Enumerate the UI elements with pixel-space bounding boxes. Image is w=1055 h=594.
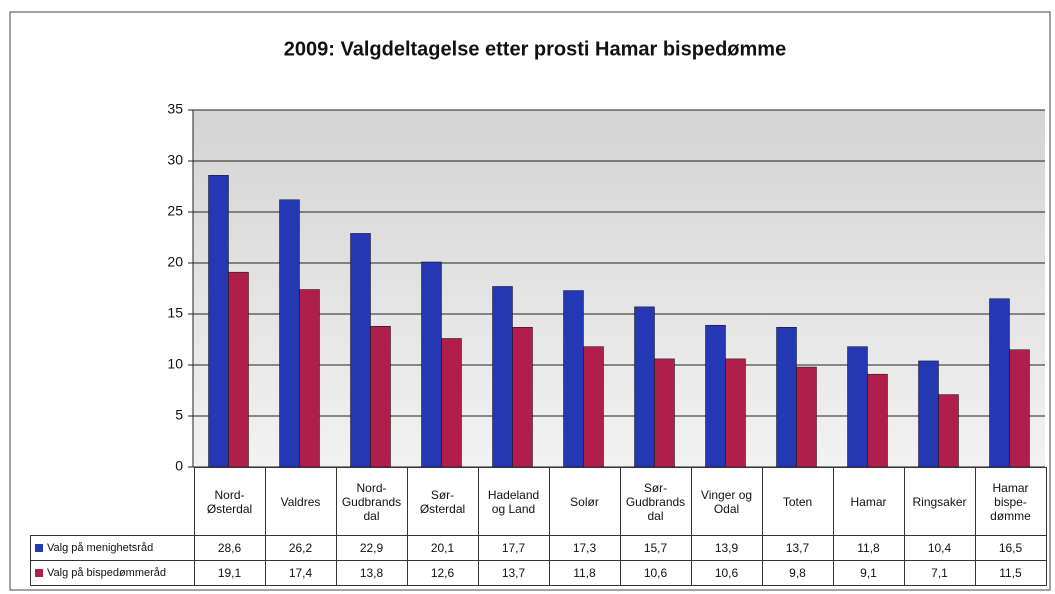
table-value: 17,4 xyxy=(264,560,337,586)
bar xyxy=(512,327,533,468)
y-tick-label: 25 xyxy=(167,203,183,219)
x-tick-label: Hadeland og Land xyxy=(477,467,550,536)
x-tick-label: Toten xyxy=(761,467,834,536)
table-value: 16,5 xyxy=(974,535,1047,561)
bar xyxy=(583,346,604,468)
bar xyxy=(634,306,655,468)
x-tick-label: Hamar bispe- dømme xyxy=(974,467,1047,536)
bar xyxy=(796,366,817,468)
bar xyxy=(370,325,391,468)
table-value: 20,1 xyxy=(406,535,479,561)
y-tick-label: 10 xyxy=(167,356,183,372)
bar xyxy=(421,261,442,468)
bar xyxy=(847,346,868,468)
bar xyxy=(1009,349,1030,468)
x-tick-label: Nord- Gudbrands dal xyxy=(335,467,408,536)
table-value: 11,8 xyxy=(548,560,621,586)
bar xyxy=(705,324,726,468)
table-value: 28,6 xyxy=(193,535,266,561)
x-tick-label: Sør- Østerdal xyxy=(406,467,479,536)
y-tick-label: 15 xyxy=(167,305,183,321)
bar xyxy=(776,327,797,468)
table-row: Valg på bispedømmeråd 19,1 17,4 13,8 12,6 13,… xyxy=(30,560,1047,586)
x-tick-label: Valdres xyxy=(264,467,337,536)
legend-label: Valg på menighetsråd xyxy=(47,542,154,554)
table-value: 7,1 xyxy=(903,560,976,586)
y-tick-label: 30 xyxy=(167,152,183,168)
bar xyxy=(725,358,746,468)
x-tick-label: Ringsaker xyxy=(903,467,976,536)
x-tick-label: Vinger og Odal xyxy=(690,467,763,536)
table-value: 13,7 xyxy=(761,535,834,561)
y-tick-label: 5 xyxy=(175,407,183,423)
x-tick-label: Sør- Gudbrands dal xyxy=(619,467,692,536)
y-tick-label: 35 xyxy=(167,101,183,117)
table-value: 12,6 xyxy=(406,560,479,586)
table-value: 17,7 xyxy=(477,535,550,561)
y-tick-label: 0 xyxy=(175,458,183,474)
table-value: 11,8 xyxy=(832,535,905,561)
bar xyxy=(989,298,1010,468)
legend-label: Valg på bispedømmeråd xyxy=(47,567,167,579)
legend-key xyxy=(35,544,43,553)
table-value: 17,3 xyxy=(548,535,621,561)
legend-key xyxy=(35,569,43,578)
table-value: 22,9 xyxy=(335,535,408,561)
bar xyxy=(938,394,959,468)
x-tick-label: Nord- Østerdal xyxy=(193,467,266,536)
x-tick-label: Hamar xyxy=(832,467,905,536)
table-value: 19,1 xyxy=(193,560,266,586)
table-row: Valg på menighetsråd 28,6 26,2 22,9 20,1 17,7… xyxy=(30,535,1047,561)
bar xyxy=(228,271,249,468)
table-value: 13,7 xyxy=(477,560,550,586)
bar xyxy=(563,290,584,468)
x-tick-label: Solør xyxy=(548,467,621,536)
table-value: 10,6 xyxy=(619,560,692,586)
table-value: 10,4 xyxy=(903,535,976,561)
table-value: 13,9 xyxy=(690,535,763,561)
plot-area xyxy=(193,110,1045,467)
frame xyxy=(9,11,1051,591)
bar xyxy=(299,289,320,468)
table-value: 9,1 xyxy=(832,560,905,586)
chart-title: 2009: Valgdeltagelse etter prosti Hamar … xyxy=(284,38,786,60)
legend-entry: Valg på bispedømmeråd xyxy=(30,560,195,586)
data-table: Nord- Østerdal Valdres Nord- Gudbrands dal… xyxy=(30,467,1047,586)
table-value: 11,5 xyxy=(974,560,1047,586)
table-row: Nord- Østerdal Valdres Nord- Gudbrands dal… xyxy=(30,467,1047,536)
table-value: 15,7 xyxy=(619,535,692,561)
bar xyxy=(441,338,462,468)
table-value: 10,6 xyxy=(690,560,763,586)
y-tick-label: 20 xyxy=(167,254,183,270)
bar xyxy=(208,175,229,468)
bar xyxy=(279,199,300,468)
table-value: 26,2 xyxy=(264,535,337,561)
bar xyxy=(867,373,888,468)
bar xyxy=(492,286,513,468)
table-value: 13,8 xyxy=(335,560,408,586)
bar xyxy=(654,358,675,468)
legend-entry: Valg på menighetsråd xyxy=(30,535,195,561)
bar xyxy=(918,360,939,468)
table-corner xyxy=(30,467,195,536)
table-value: 9,8 xyxy=(761,560,834,586)
bar xyxy=(350,233,371,468)
